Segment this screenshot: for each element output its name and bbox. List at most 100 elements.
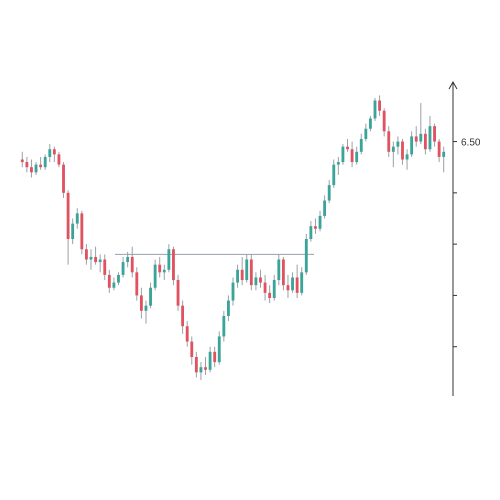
candle [263,274,267,301]
candle [368,115,372,132]
candle [300,267,304,296]
candle-body-up [419,133,423,142]
candle-body-up [149,287,152,306]
candle [382,108,386,137]
candle [442,146,446,173]
candle [359,133,363,155]
candle-body-down [57,154,61,165]
candle [396,136,400,155]
candle [236,264,240,288]
candle [135,267,139,301]
candle-body-up [254,277,258,286]
candle [30,159,33,178]
candle-body-up [167,249,171,270]
candle [341,144,345,165]
candle [172,246,175,286]
candle-body-up [272,280,276,298]
candle [373,97,377,122]
candle-body-down [378,100,382,111]
candle-body-up [309,226,313,239]
candle [226,295,230,322]
candle-body-up [98,259,102,263]
candle [149,282,152,309]
candle [89,249,93,270]
candle-body-down [158,264,162,273]
candle-body-down [84,249,88,260]
candle-body-up [226,300,230,316]
candle [71,218,75,245]
candle-body-up [43,156,47,168]
candle [401,138,404,165]
candle [112,277,116,291]
candle [126,251,130,268]
candle-body-down [176,280,180,306]
candle-body-down [130,256,134,273]
candle-body-down [382,110,386,132]
candle-body-up [236,269,240,283]
candle-body-up [117,274,120,283]
candle-body-down [194,356,198,373]
candle-body-up [153,264,157,288]
candle [84,244,88,265]
candle [433,123,436,147]
candle [249,254,253,291]
candle-body-down [107,274,111,288]
candle [245,254,249,283]
candle [254,272,258,291]
candle [39,156,43,170]
candle-body-up [364,128,368,139]
candle [52,146,56,163]
candle [194,351,198,378]
candle [364,123,368,142]
candle [181,300,185,334]
candle [272,274,276,301]
candle-body-up [442,151,446,157]
candle-body-down [286,285,290,291]
candle [208,346,212,373]
candle-body-up [391,146,395,152]
candle-body-down [387,131,391,152]
candle-body-up [71,223,75,239]
candle [314,218,317,234]
candles-layer [20,95,446,381]
candle-body-down [181,305,185,327]
candle [62,162,65,198]
candle [190,336,194,365]
candle-body-up [359,138,363,152]
candle [117,272,120,286]
candle [437,138,441,163]
candle-body-down [259,277,262,283]
candle [167,244,171,273]
candle-body-down [281,259,285,286]
candle-body-down [346,146,349,150]
candle-body-down [414,136,418,142]
candle-body-down [62,164,65,193]
candle-body-up [300,272,304,293]
candle-body-up [34,164,38,173]
candle [94,246,98,265]
candle [34,162,38,175]
candle [75,208,79,229]
candle [332,159,336,188]
candle [80,210,84,255]
candle-body-down [80,213,84,250]
candle-body-down [263,282,267,293]
candle-body-up [112,282,116,288]
candle [323,195,327,219]
candle-body-up [277,259,281,281]
candle [162,264,166,281]
candle [268,285,272,304]
candle [318,210,322,232]
candle [419,103,423,145]
candle-body-down [437,141,441,157]
candle [43,154,47,170]
candle [98,254,102,273]
candle [277,254,281,286]
candle-body-down [213,351,217,363]
candle-body-down [240,269,244,281]
candle [309,221,313,242]
candle [213,346,217,368]
candle [291,272,294,293]
candle-body-down [249,259,253,286]
